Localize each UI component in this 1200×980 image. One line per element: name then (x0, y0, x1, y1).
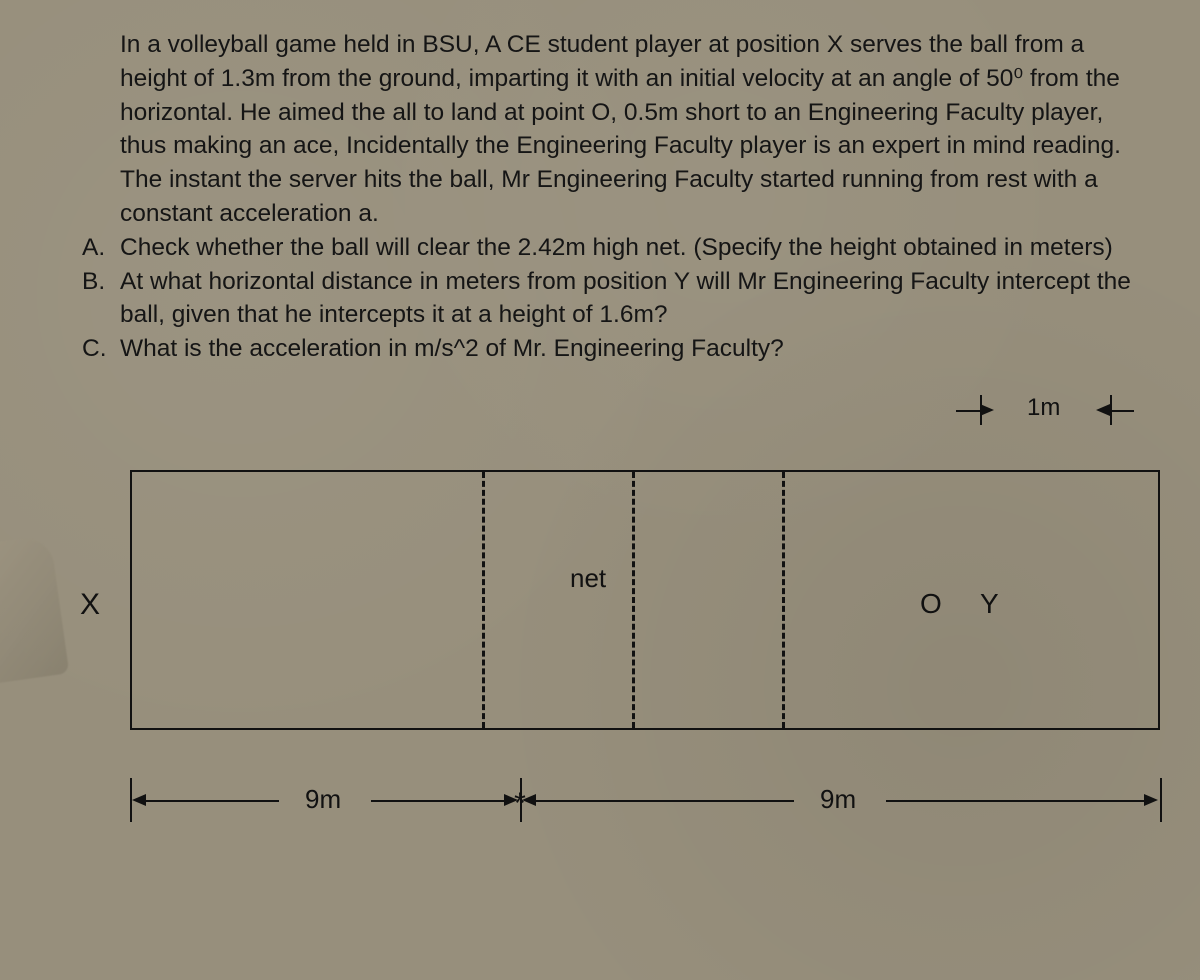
label-net: net (570, 563, 606, 594)
dim-left-9m-text: 9m (305, 784, 341, 815)
question-b: B. At what horizontal distance in meters… (120, 265, 1150, 333)
one-m-arrow-left (980, 404, 994, 416)
question-a-letter: A. (82, 231, 105, 265)
dashed-line-3 (782, 472, 785, 728)
dim-right-9m-text: 9m (820, 784, 856, 815)
question-b-text: At what horizontal distance in meters fr… (120, 268, 1131, 329)
label-o: O (920, 588, 942, 620)
dim-left-9m-line-l (146, 800, 279, 802)
bottom-tick-2 (1160, 778, 1162, 822)
question-c-letter: C. (82, 332, 107, 366)
question-a-text: Check whether the ball will clear the 2.… (120, 234, 1113, 261)
dim-left-9m-arrow-l (132, 794, 146, 806)
problem-intro: In a volleyball game held in BSU, A CE s… (120, 28, 1150, 231)
label-y: Y (980, 588, 999, 620)
question-c-text: What is the acceleration in m/s^2 of Mr.… (120, 335, 784, 362)
problem-text: In a volleyball game held in BSU, A CE s… (20, 28, 1160, 366)
dim-left-9m-line-r (371, 800, 504, 802)
dim-right-9m-arrow-r (1144, 794, 1158, 806)
dim-left-9m-arrow-r (504, 794, 518, 806)
question-c: C. What is the acceleration in m/s^2 of … (120, 332, 1150, 366)
one-m-ext-right (1110, 410, 1134, 412)
question-a: A. Check whether the ball will clear the… (120, 231, 1150, 265)
page-corner-flap (0, 534, 69, 685)
label-x: X (80, 588, 100, 622)
court-outline (130, 470, 1160, 730)
dashed-line-2 (632, 472, 635, 728)
one-m-ext-left (956, 410, 980, 412)
one-m-arrow-right (1096, 404, 1110, 416)
dim-right-9m-arrow-l (522, 794, 536, 806)
dim-right-9m-line-r (886, 800, 1144, 802)
question-b-letter: B. (82, 265, 105, 299)
dashed-line-1 (482, 472, 485, 728)
page: In a volleyball game held in BSU, A CE s… (0, 0, 1200, 980)
one-m-text: 1m (1027, 394, 1060, 422)
dim-right-9m-line-l (536, 800, 794, 802)
